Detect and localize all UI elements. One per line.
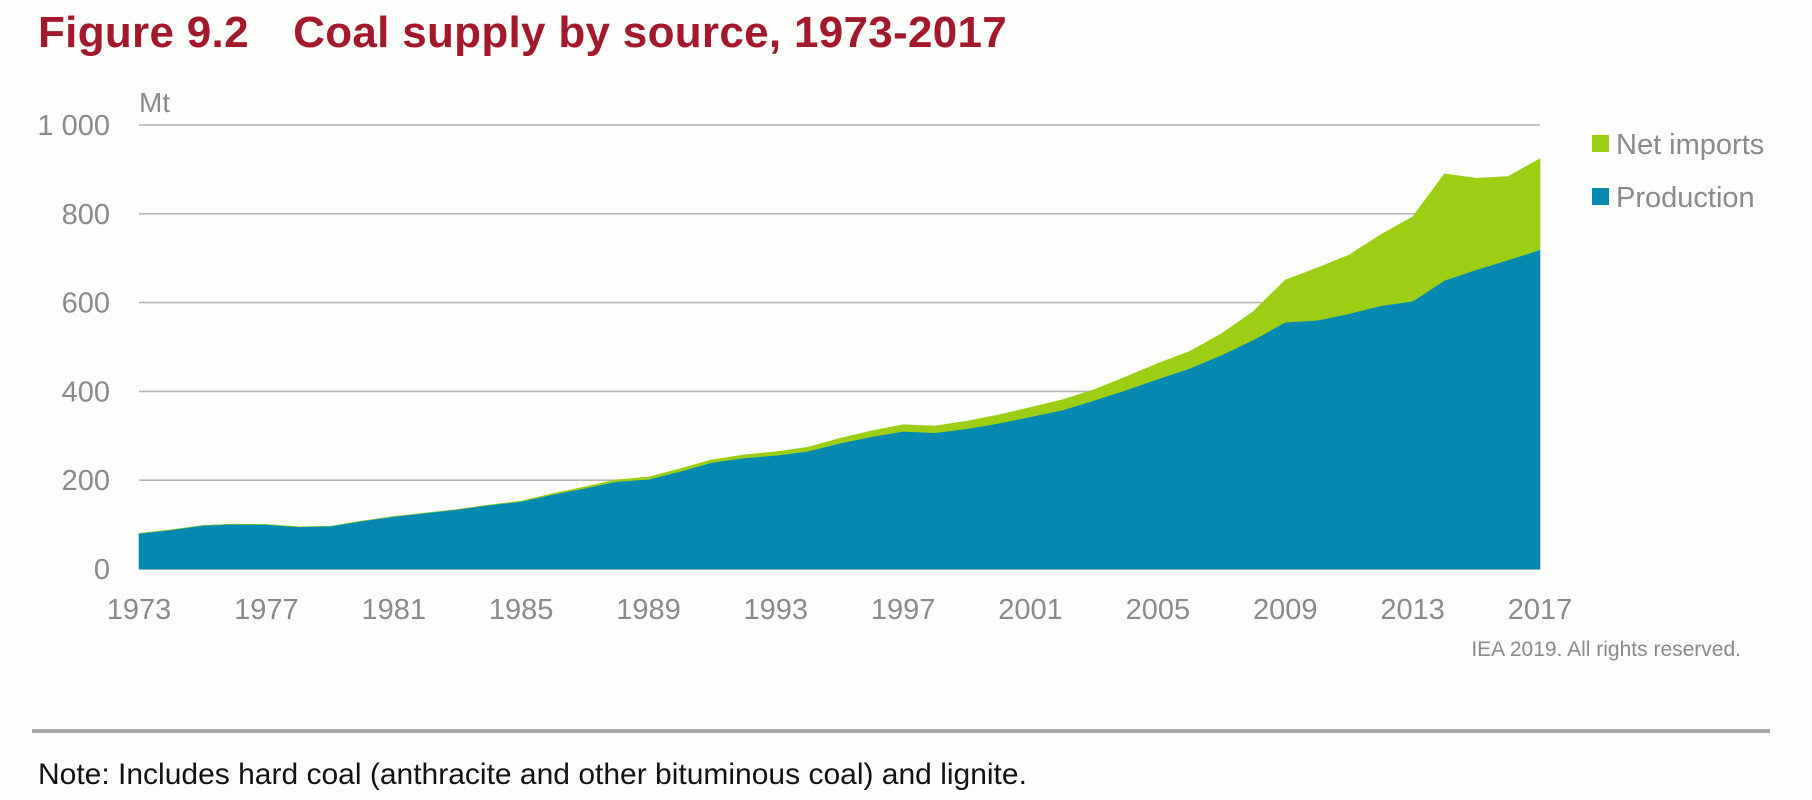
x-tick-label: 2005 [1126,594,1191,626]
legend-label: Net imports [1616,129,1764,161]
x-tick-label: 1985 [489,594,554,626]
y-tick-label: 600 [62,288,110,320]
figure-title: Figure 9.2 Coal supply by source, 1973-2… [38,8,1008,57]
legend-swatch [1592,135,1609,152]
y-tick-label: 400 [62,376,110,408]
divider [32,729,1770,733]
area-net-imports [138,158,1541,534]
y-tick-label: 800 [62,199,110,231]
y-tick-label: 0 [94,554,110,586]
x-tick-label: 2013 [1380,594,1445,626]
x-tick-label: 2009 [1253,594,1318,626]
x-tick-label: 1981 [361,594,426,626]
x-tick-label: 1989 [616,594,681,626]
x-tick-label: 1977 [234,594,299,626]
x-tick-label: 1993 [744,594,809,626]
x-tick-label: 2017 [1508,594,1573,626]
x-tick-label: 1997 [871,594,936,626]
y-tick-label: 200 [62,465,110,497]
x-tick-label: 1973 [107,594,172,626]
y-axis-unit: Mt [139,87,170,118]
copyright-credit: IEA 2019. All rights reserved. [1471,638,1741,661]
x-axis-ticks: 1973 1977 1981 1985 1989 1993 1997 2001 2005 2009… [107,594,1573,626]
footnote: Note: Includes hard coal (anthracite and… [38,758,1027,791]
legend: Net imports Production [1592,129,1764,214]
y-tick-label: 1 000 [37,110,110,142]
legend-label: Production [1616,182,1755,214]
x-tick-label: 2001 [998,594,1063,626]
plot-areas [138,158,1541,570]
y-axis-ticks: 0 200 400 600 800 1 000 [37,110,110,586]
legend-swatch [1592,188,1609,205]
